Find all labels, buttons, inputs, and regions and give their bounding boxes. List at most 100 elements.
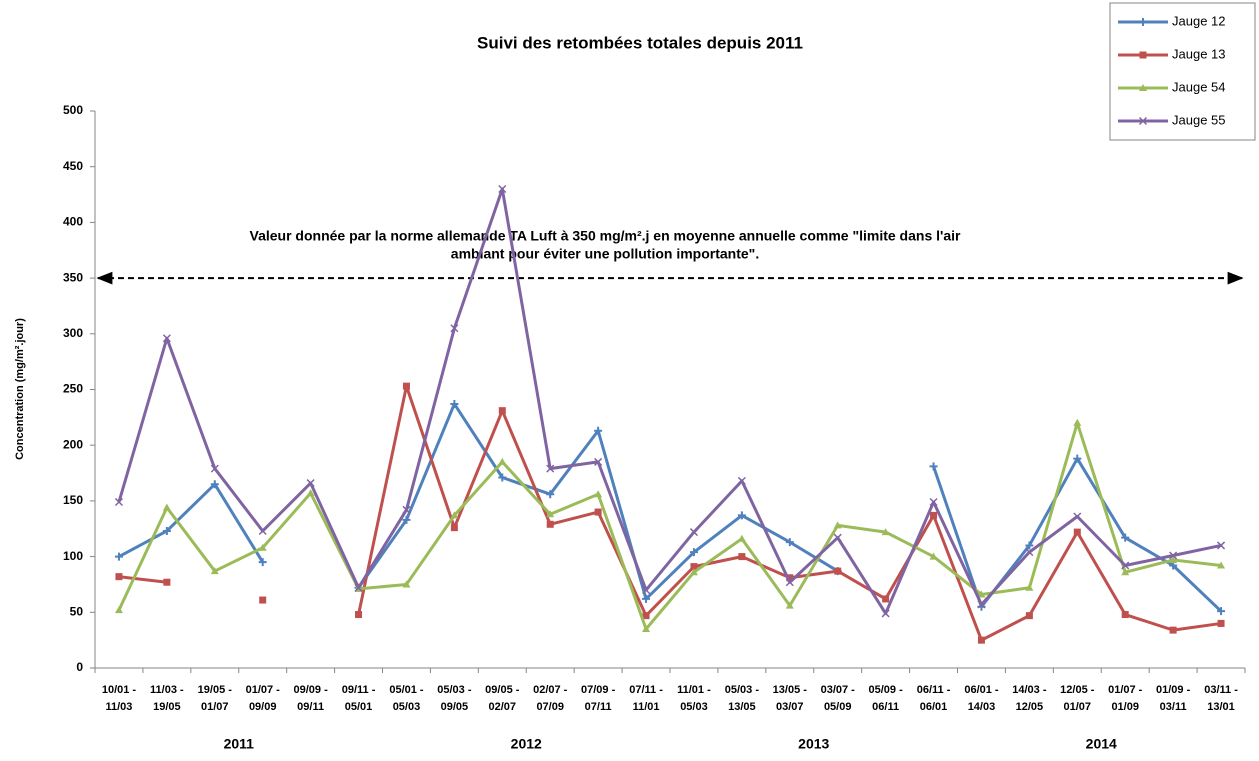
x-tick-label: 14/03 - <box>1012 684 1047 696</box>
x-tick-label: 11/01 <box>633 701 660 713</box>
data-point <box>929 462 938 471</box>
x-tick-label: 09/05 - <box>485 684 520 696</box>
y-tick-label: 400 <box>63 215 83 229</box>
y-tick-label: 200 <box>63 437 83 451</box>
x-tick-label: 05/01 - <box>389 684 424 696</box>
data-point <box>1073 454 1082 463</box>
series-line <box>117 187 1222 615</box>
data-point <box>258 526 267 536</box>
data-point <box>833 521 842 529</box>
data-point <box>1073 528 1081 536</box>
data-point <box>785 578 794 587</box>
x-tick-label: 09/11 <box>297 701 324 713</box>
data-point <box>258 543 267 551</box>
data-point <box>1121 561 1130 570</box>
x-tick-label: 13/05 - <box>773 684 808 696</box>
data-point <box>738 553 746 561</box>
data-point <box>498 457 507 465</box>
x-tick-label: 02/07 <box>489 701 517 713</box>
data-point <box>1025 583 1034 591</box>
data-point <box>1169 626 1177 634</box>
data-point <box>737 476 746 485</box>
x-tick-label: 06/01 <box>920 701 948 713</box>
year-label: 2011 <box>224 736 255 752</box>
data-point <box>354 583 363 592</box>
x-tick-label: 01/07 <box>201 701 229 713</box>
data-point <box>498 184 507 194</box>
x-tick-label: 03/11 <box>1160 701 1187 713</box>
data-point <box>162 526 171 535</box>
data-point <box>1025 612 1033 620</box>
data-point <box>1121 568 1130 576</box>
x-tick-label: 05/09 <box>824 701 852 713</box>
x-tick-label: 11/03 <box>105 701 132 713</box>
data-point <box>450 524 458 532</box>
data-point <box>210 480 219 489</box>
data-point <box>1025 548 1034 557</box>
x-tick-label: 09/05 <box>441 701 469 713</box>
x-tick-label: 09/09 <box>249 701 277 713</box>
data-point <box>834 567 842 575</box>
x-tick-label: 09/11 - <box>342 684 376 696</box>
data-point <box>1139 51 1147 59</box>
data-point <box>1121 611 1129 619</box>
x-tick-label: 05/03 - <box>725 684 760 696</box>
data-point <box>402 505 411 514</box>
x-tick-label: 01/07 - <box>246 684 281 696</box>
chart-title: Suivi des retombées totales depuis 2011 <box>477 33 803 52</box>
x-tick-label: 07/11 - <box>629 684 663 696</box>
data-point <box>114 497 123 507</box>
data-point <box>450 324 459 333</box>
data-point <box>210 567 219 575</box>
x-tick-label: 01/09 <box>1111 701 1139 713</box>
data-point <box>594 457 603 466</box>
x-tick-label: 06/01 - <box>964 684 999 696</box>
x-tick-label: 06/11 <box>872 701 899 713</box>
x-tick-label: 05/03 <box>680 701 708 713</box>
legend-label: Jauge 55 <box>1172 112 1226 127</box>
legend-box <box>1109 2 1256 141</box>
data-point <box>1217 561 1226 569</box>
data-point <box>785 538 794 547</box>
data-point <box>1217 607 1226 616</box>
data-point <box>594 490 603 498</box>
y-tick-label: 450 <box>63 159 83 173</box>
x-tick-label: 01/09 - <box>1156 684 1191 696</box>
x-tick-label: 05/03 - <box>437 684 472 696</box>
y-tick-label: 100 <box>63 549 83 563</box>
data-point <box>163 578 171 586</box>
data-point <box>642 585 651 595</box>
data-point <box>881 609 890 618</box>
data-point <box>689 548 698 557</box>
data-point <box>546 490 555 499</box>
data-point <box>546 510 555 518</box>
data-point <box>402 580 411 588</box>
x-tick-label: 09/09 - <box>294 684 329 696</box>
data-point <box>1139 18 1147 26</box>
y-tick-label: 250 <box>63 382 83 396</box>
data-point <box>546 520 554 528</box>
data-point <box>594 508 602 516</box>
data-point <box>689 528 698 537</box>
x-tick-label: 05/03 <box>393 701 421 713</box>
x-tick-label: 11/01 - <box>677 684 711 696</box>
annotation: Valeur donnée par la norme allemande TA … <box>250 228 961 244</box>
data-point <box>306 489 315 497</box>
x-tick-label: 05/09 - <box>869 684 904 696</box>
legend-label: Jauge 12 <box>1172 13 1226 28</box>
data-point <box>402 515 411 524</box>
year-label: 2013 <box>798 736 829 752</box>
series-line <box>117 421 1222 631</box>
year-label: 2012 <box>511 736 542 752</box>
data-point <box>785 601 794 609</box>
data-point <box>786 574 794 582</box>
y-tick-label: 0 <box>76 660 83 674</box>
data-point <box>1217 619 1225 627</box>
x-tick-label: 12/05 <box>1016 701 1044 713</box>
data-point <box>1169 551 1178 560</box>
data-point <box>402 382 410 390</box>
data-point <box>833 533 842 542</box>
legend-label: Jauge 13 <box>1172 46 1226 61</box>
x-tick-label: 02/07 - <box>533 684 568 696</box>
annotation: ambiant pour éviter une pollution import… <box>451 246 759 262</box>
